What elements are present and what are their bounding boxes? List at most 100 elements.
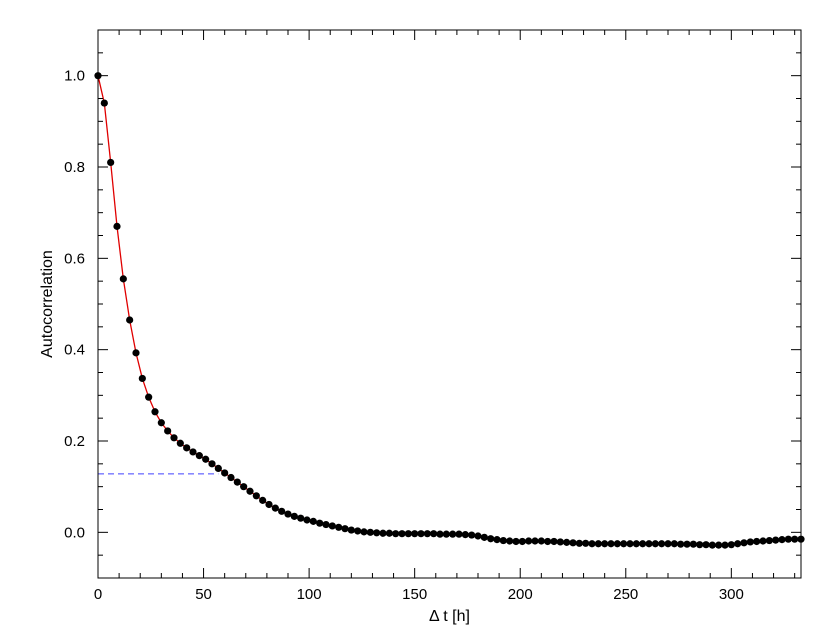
data-point (778, 536, 786, 544)
data-point (791, 535, 799, 543)
data-point (278, 507, 286, 515)
data-point (398, 530, 406, 538)
data-point (208, 460, 216, 468)
data-point (664, 540, 672, 548)
data-point (468, 531, 476, 539)
data-point (550, 537, 558, 546)
data-point (385, 529, 393, 537)
y-tick-label: 0.0 (64, 524, 85, 541)
data-point (518, 537, 526, 546)
data-point (651, 540, 659, 548)
data-point (670, 540, 678, 548)
data-point (404, 530, 412, 538)
data-point (449, 530, 457, 538)
data-point (335, 523, 343, 531)
data-point (417, 530, 425, 538)
data-point (721, 541, 729, 549)
data-point (322, 520, 330, 529)
data-point (708, 541, 716, 549)
data-point (328, 522, 336, 530)
data-point (309, 517, 317, 525)
data-point (601, 540, 609, 548)
data-point (683, 540, 691, 548)
data-point (512, 537, 520, 546)
x-axis-label: Δ t [h] (429, 608, 470, 625)
data-point (113, 222, 121, 230)
data-point (170, 434, 178, 442)
y-axis-label: Autocorrelation (39, 250, 56, 358)
data-point (632, 540, 640, 548)
data-point (195, 452, 203, 460)
x-tick-label: 100 (297, 586, 322, 603)
data-point (696, 541, 704, 549)
data-point (493, 536, 501, 544)
data-point (202, 455, 210, 463)
data-point (138, 374, 146, 383)
data-point (265, 500, 273, 509)
data-point (506, 537, 514, 545)
data-point (582, 539, 590, 547)
data-point (259, 496, 267, 504)
data-point (727, 541, 735, 549)
data-point (765, 536, 773, 545)
data-point (221, 469, 229, 477)
data-point (157, 419, 165, 427)
data-point (753, 537, 761, 546)
data-point (474, 532, 482, 540)
data-point (658, 540, 666, 548)
data-point (626, 540, 634, 548)
data-point (639, 540, 647, 548)
data-point (544, 537, 552, 546)
data-point (316, 519, 324, 527)
data-point (455, 530, 463, 538)
data-point (689, 540, 697, 548)
data-point (240, 483, 248, 491)
data-point (620, 540, 628, 548)
data-point (176, 439, 184, 447)
data-point (164, 427, 172, 435)
data-point (271, 504, 279, 512)
data-point (119, 275, 127, 283)
y-tick-label: 0.4 (64, 342, 85, 359)
data-point (347, 526, 355, 534)
data-point (436, 530, 444, 538)
data-point (569, 539, 577, 547)
x-tick-label: 0 (94, 586, 102, 603)
data-point (246, 487, 254, 495)
data-point (151, 408, 159, 416)
data-point (233, 478, 241, 486)
data-point (645, 540, 653, 548)
y-tick-label: 0.6 (64, 250, 85, 267)
x-tick-label: 150 (402, 586, 427, 603)
data-point (772, 536, 780, 544)
data-point (480, 533, 488, 541)
data-point (746, 538, 754, 546)
data-point (702, 541, 710, 549)
y-tick-label: 1.0 (64, 68, 85, 85)
data-point (499, 536, 507, 545)
data-point (290, 512, 298, 520)
data-point (132, 349, 140, 357)
data-point (487, 535, 495, 543)
data-point (759, 537, 767, 545)
data-point (341, 525, 349, 533)
data-point (442, 530, 450, 538)
data-point (613, 540, 621, 548)
x-tick-label: 300 (719, 586, 744, 603)
data-point (214, 464, 222, 472)
data-point (183, 444, 191, 452)
data-point (531, 537, 539, 545)
data-point (379, 529, 387, 537)
data-point (461, 531, 469, 539)
data-point (575, 539, 583, 547)
data-point (588, 540, 596, 548)
x-tick-label: 200 (508, 586, 533, 603)
data-point (594, 540, 602, 548)
x-tick-label: 50 (195, 586, 212, 603)
data-point (715, 541, 723, 549)
data-point (411, 530, 419, 538)
series-line (97, 75, 801, 546)
data-point (556, 538, 564, 546)
data-point (784, 535, 792, 543)
data-point (607, 540, 615, 548)
